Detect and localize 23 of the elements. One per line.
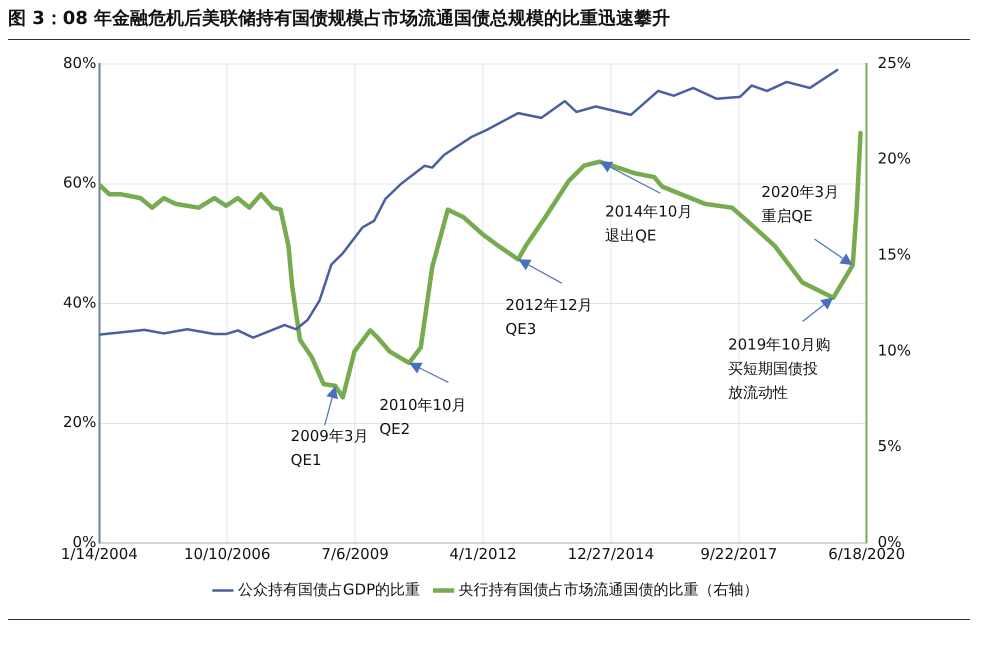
x-tick-label: 9/22/2017 [700,544,778,563]
x-tick-label: 4/1/2012 [449,544,517,563]
y2-tick-label: 10% [878,341,912,360]
y-tick-label: 60% [62,174,96,192]
legend-label: 央行持有国债占市场流通国债的比重（右轴） [458,580,759,598]
x-tick-label: 12/27/2014 [568,544,654,563]
legend-label: 公众持有国债占GDP的比重 [238,580,420,598]
annotation: 2019年10月购买短期国债投放流动性 [728,335,830,402]
y-tick-label: 80% [62,54,96,72]
chart-title: 图 3：08 年金融危机后美联储持有国债规模占市场流通国债总规模的比重迅速攀升 [8,7,670,30]
annotation: 2020年3月重启QE [761,182,840,225]
y2-tick-label: 5% [878,437,902,456]
y-tick-label: 40% [62,293,96,312]
annotation: 2012年12月QE3 [505,296,593,338]
y2-tick-label: 15% [878,245,912,264]
x-tick-label: 10/10/2006 [184,544,270,563]
x-tick-label: 7/6/2009 [321,544,389,563]
annotation: 2009年3月QE1 [290,427,368,470]
y-tick-label: 20% [62,413,96,432]
annotation: 2014年10月退出QE [605,202,692,245]
y2-tick-label: 20% [878,150,912,168]
annotation: 2010年10月QE2 [379,396,467,438]
y2-tick-label: 25% [878,54,912,72]
